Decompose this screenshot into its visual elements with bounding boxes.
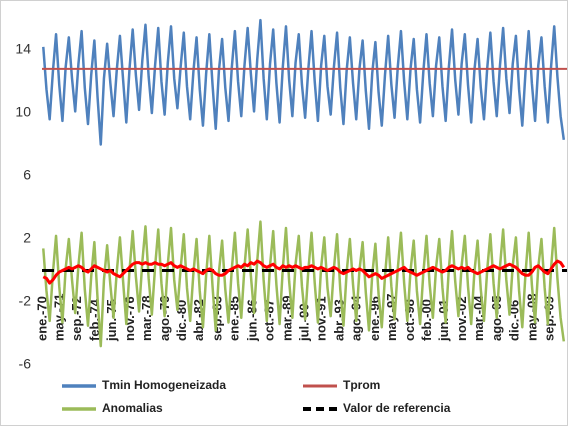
x-tick-label: jul.-90: [297, 303, 312, 342]
y-tick-label: 14: [15, 41, 31, 57]
x-tick-label: feb.-00: [419, 299, 434, 341]
y-tick-label: 6: [23, 167, 31, 183]
series-line: [42, 18, 566, 146]
series-line: [42, 220, 566, 348]
y-tick-label: 2: [23, 230, 31, 246]
x-tick-label: sep.-72: [69, 296, 84, 341]
series-line: [42, 259, 566, 285]
legend-label: Tmin Homogeneizada: [102, 378, 226, 392]
y-tick-label: -2: [19, 293, 32, 309]
legend-label: Valor de referencia: [343, 401, 451, 415]
y-tick-label: 10: [15, 104, 31, 120]
x-tick-label: jun.-86: [244, 299, 259, 342]
legend-label: Tprom: [343, 378, 380, 392]
x-tick-label: ago.-79: [157, 295, 172, 341]
x-tick-label: ene.-70: [35, 296, 50, 341]
y-tick-label: -6: [19, 356, 32, 372]
legend-label: Anomalias: [102, 401, 163, 415]
